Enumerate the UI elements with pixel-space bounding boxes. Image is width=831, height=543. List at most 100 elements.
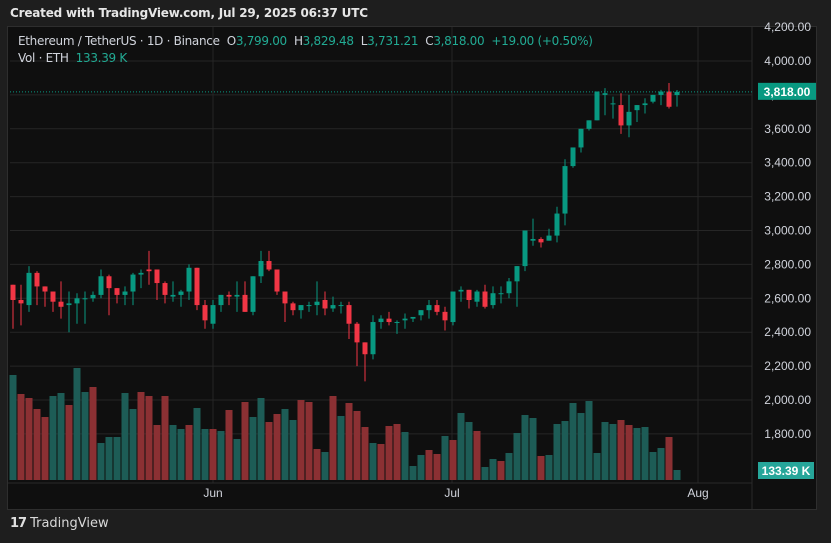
last-price-label: 3,818.00 [764, 85, 811, 99]
tradingview-logo-icon: 17 [10, 516, 27, 531]
candle-body [34, 272, 40, 287]
candle-body [594, 91, 600, 121]
volume-bar [145, 396, 153, 480]
candle-body [346, 305, 352, 324]
volume-bar [441, 436, 449, 480]
open-label: O [226, 34, 236, 48]
candle-body [370, 322, 376, 355]
volume-bar [385, 426, 393, 480]
candle-body [458, 289, 464, 292]
volume-bar [313, 449, 321, 480]
candle-body [274, 269, 280, 292]
candle-body [282, 291, 288, 304]
volume-bar [33, 409, 41, 480]
low-value: 3,731.21 [367, 34, 419, 48]
candle-body [90, 294, 96, 299]
volume-bar [249, 417, 257, 480]
candle-body [234, 294, 240, 297]
y-tick-label: 1,800.00 [764, 427, 811, 441]
candle-body [666, 91, 672, 107]
volume-badge-label: 133.39 K [762, 464, 811, 478]
candle-body [442, 311, 448, 321]
volume-bar [425, 450, 433, 480]
volume-bar [585, 401, 593, 480]
candle-body [378, 318, 384, 323]
volume-row: Vol · ETH 133.39 K [18, 51, 593, 65]
volume-bar [193, 408, 201, 480]
volume-bar [361, 427, 369, 480]
volume-bar [305, 402, 313, 480]
y-tick-label: 2,600.00 [764, 291, 811, 305]
candle-body [426, 305, 432, 311]
volume-bar [473, 431, 481, 480]
candle-body [322, 299, 328, 309]
volume-bar [505, 453, 513, 480]
candle-body [394, 322, 400, 324]
y-tick-label: 2,400.00 [764, 325, 811, 339]
volume-badge [758, 462, 814, 479]
close-label: C [425, 34, 434, 48]
volume-bar [49, 396, 57, 480]
volume-bar [345, 403, 353, 480]
candle-body [570, 147, 576, 167]
volume-bar [553, 424, 561, 480]
volume-bar [537, 456, 545, 480]
candle-body [106, 276, 112, 289]
change-value: +19.00 (+0.50%) [491, 34, 593, 48]
volume-bar [401, 432, 409, 480]
volume-bar [417, 455, 425, 480]
candle-body [626, 111, 632, 126]
candle-body [306, 305, 312, 307]
volume-bar [393, 424, 401, 480]
volume-bar [73, 368, 81, 480]
candle-body [482, 291, 488, 307]
candle-body [50, 291, 56, 302]
volume-bar [25, 398, 33, 480]
volume-bar [641, 427, 649, 480]
candle-body [402, 318, 408, 321]
candle-body [210, 305, 216, 324]
volume-bar [329, 396, 337, 480]
volume-bar [321, 452, 329, 480]
volume-bar [153, 425, 161, 480]
y-tick-label: 3,200.00 [764, 190, 811, 204]
volume-bar [97, 443, 105, 480]
volume-bar [449, 440, 457, 480]
candle-body [642, 103, 648, 106]
y-tick-label: 4,200.00 [764, 20, 811, 34]
candle-body [610, 103, 616, 105]
volume-bar [577, 413, 585, 480]
candle-body [298, 305, 304, 311]
candle-body [498, 293, 504, 295]
footer-brand[interactable]: 17 TradingView [10, 516, 109, 531]
volume-bar [601, 422, 609, 480]
candle-body [138, 272, 144, 275]
low-label: L [360, 34, 368, 48]
volume-bar [465, 422, 473, 480]
volume-value: 133.39 K [75, 51, 128, 65]
volume-bar [649, 452, 657, 480]
candle-body [386, 318, 392, 323]
volume-bar [257, 398, 265, 480]
volume-bar [241, 402, 249, 480]
candle-body [10, 284, 16, 300]
volume-bar [409, 466, 417, 480]
volume-bar [529, 418, 537, 480]
volume-bar [273, 414, 281, 480]
candle-body [410, 316, 416, 319]
candle-body [674, 91, 680, 96]
volume-bar [137, 392, 145, 480]
candle-body [74, 298, 80, 304]
volume-bar [9, 375, 17, 480]
open-value: 3,799.00 [235, 34, 287, 48]
candle-body [466, 289, 472, 300]
candle-body [266, 261, 272, 270]
volume-bar [265, 422, 273, 480]
volume-bar [289, 420, 297, 480]
candle-body [514, 266, 520, 282]
candle-body [546, 235, 552, 241]
y-tick-label: 2,800.00 [764, 257, 811, 271]
candle-body [218, 294, 224, 306]
y-tick-label: 3,600.00 [764, 122, 811, 136]
